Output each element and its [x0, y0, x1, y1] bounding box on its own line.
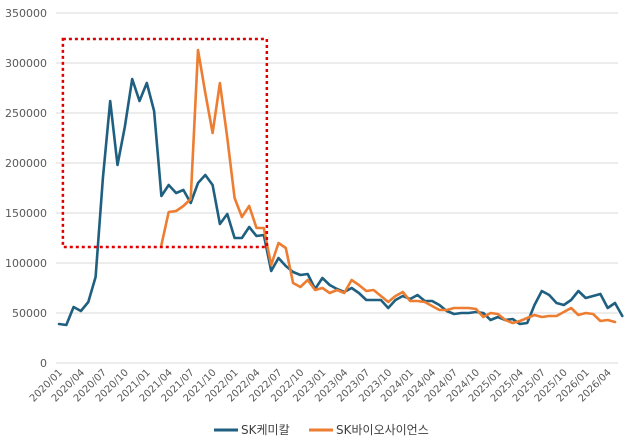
y-tick-label: 150000: [5, 207, 47, 220]
series-lines: [57, 48, 624, 327]
y-tick-label: 300000: [5, 57, 47, 70]
y-axis: 0 50000 100000 150000 200000 250000 300000 3500…: [5, 7, 47, 370]
gridlines: [56, 12, 618, 364]
y-tick-label: 200000: [5, 157, 47, 170]
legend-label-1: SK바이오사이언스: [336, 423, 429, 437]
highlight-rect: [61, 37, 269, 249]
y-tick-label: 350000: [5, 7, 47, 20]
legend-label-0: SK케미칼: [241, 423, 290, 437]
y-tick-label: 250000: [5, 107, 47, 120]
y-tick-label: 50000: [12, 307, 47, 320]
x-axis: 2020/012020/042020/072020/102021/012021/…: [28, 367, 614, 404]
legend: SK케미칼 SK바이오사이언스: [214, 423, 429, 437]
series-line-0: [57, 77, 624, 327]
series-line-1: [160, 48, 617, 325]
y-tick-label: 0: [40, 357, 47, 370]
y-tick-label: 100000: [5, 257, 47, 270]
highlight-box: [61, 37, 269, 249]
